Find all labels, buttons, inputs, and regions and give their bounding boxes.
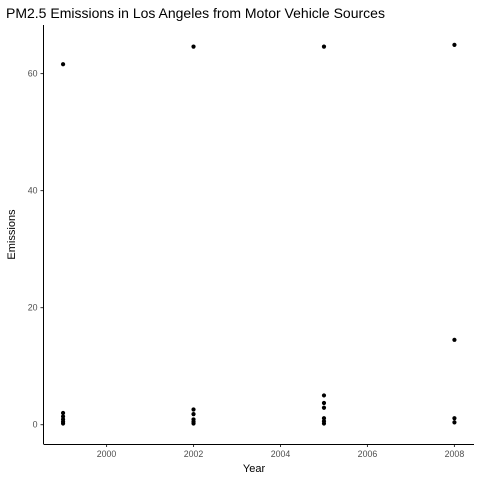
y-tick-label: 0 [33, 420, 38, 430]
data-point [321, 44, 327, 49]
data-point [452, 420, 457, 425]
data-point [452, 337, 457, 342]
chart-title: PM2.5 Emissions in Los Angeles from Moto… [6, 5, 385, 21]
data-point [321, 393, 327, 398]
data-point [191, 421, 196, 426]
x-tick-label: 2004 [271, 449, 291, 459]
y-tick-label: 40 [28, 186, 38, 196]
data-point [321, 405, 327, 410]
data-point [60, 414, 66, 419]
data-points [60, 42, 457, 426]
x-axis-ticks: 2000 2002 2004 2006 2008 [97, 444, 465, 459]
data-point [60, 410, 66, 416]
data-point [191, 407, 196, 412]
data-point [191, 412, 196, 417]
data-point [60, 62, 66, 67]
data-point [191, 44, 196, 49]
x-axis-title: Year [243, 463, 266, 475]
x-tick-label: 2002 [184, 449, 204, 459]
data-point [60, 421, 66, 426]
data-point [321, 421, 327, 426]
y-axis-ticks: 0 20 40 60 [28, 69, 44, 430]
y-axis-title: Emissions [6, 209, 18, 260]
x-tick-label: 2006 [358, 449, 378, 459]
x-tick-label: 2008 [445, 449, 465, 459]
data-point [452, 416, 457, 421]
data-point [321, 416, 327, 421]
x-tick-label: 2000 [97, 449, 117, 459]
data-point [321, 400, 327, 406]
y-tick-label: 20 [28, 303, 38, 313]
data-point [452, 42, 457, 47]
y-tick-label: 60 [28, 69, 38, 79]
